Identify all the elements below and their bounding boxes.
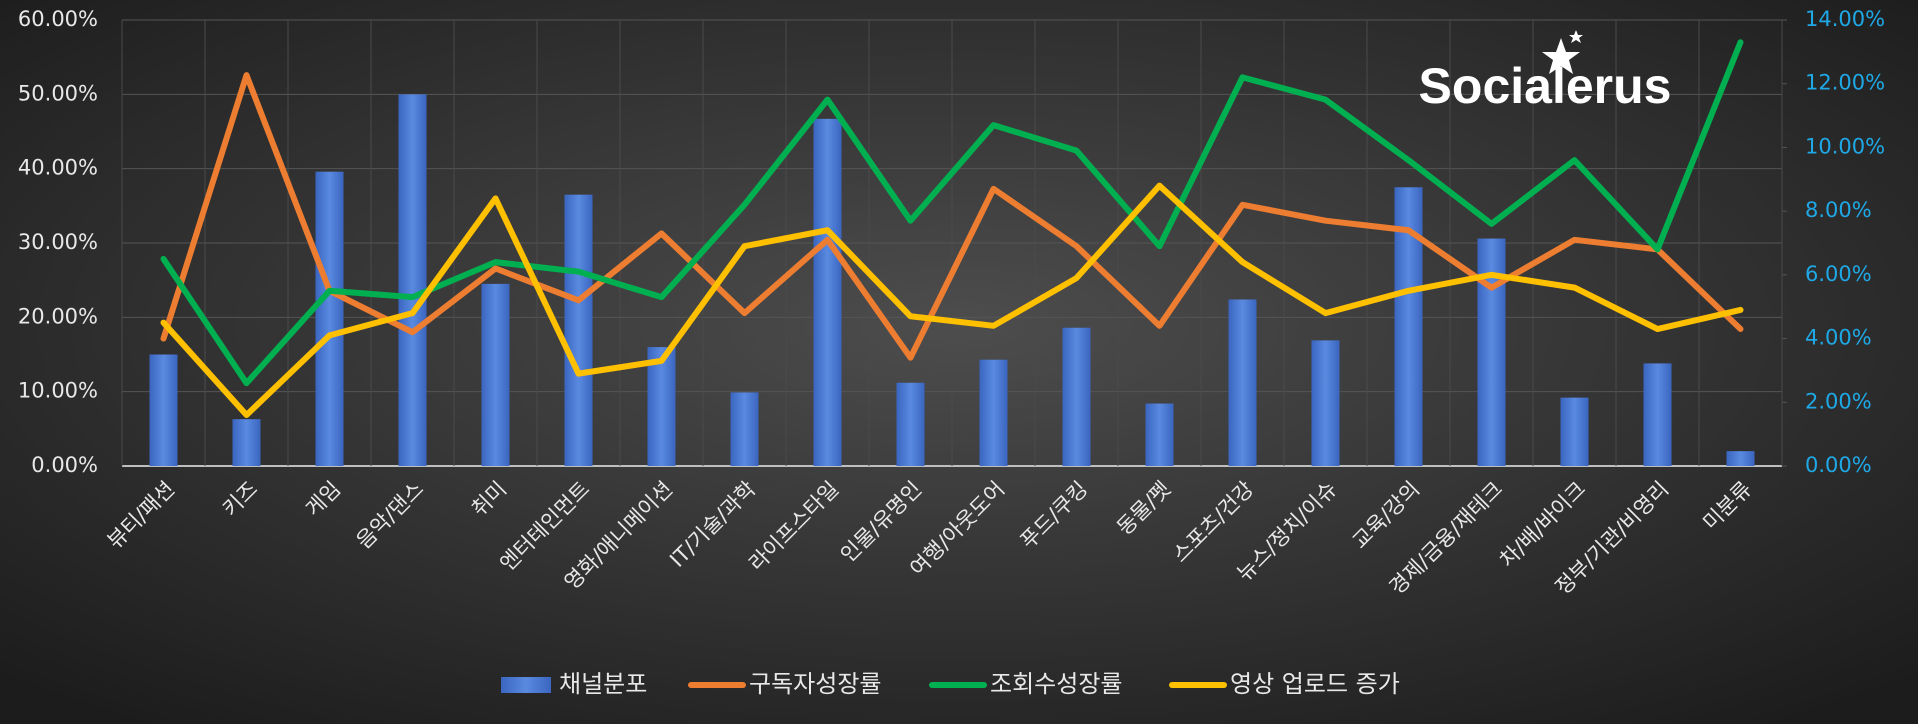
y2-tick-label: 10.00%	[1805, 134, 1885, 158]
bar	[896, 382, 925, 466]
bar	[315, 171, 344, 466]
bar	[149, 354, 178, 466]
bar	[1560, 397, 1589, 466]
legend-label: 조회수성장률	[990, 670, 1122, 698]
bar	[1643, 363, 1672, 466]
y2-tick-label: 4.00%	[1805, 326, 1872, 350]
bar	[979, 359, 1008, 466]
legend-label: 구독자성장률	[749, 670, 881, 698]
y2-tick-label: 12.00%	[1805, 71, 1885, 95]
y-tick-label: 50.00%	[18, 81, 98, 105]
bar	[1726, 451, 1755, 466]
legend-label: 영상 업로드 증가	[1230, 670, 1400, 698]
marks	[149, 39, 1755, 466]
y-tick-label: 0.00%	[31, 453, 98, 477]
y2-tick-label: 6.00%	[1805, 262, 1872, 286]
bar	[1062, 327, 1091, 466]
bar	[730, 392, 759, 466]
y2-tick-label: 8.00%	[1805, 198, 1872, 222]
bar	[1228, 299, 1257, 466]
y-tick-label: 30.00%	[18, 230, 98, 254]
y-tick-label: 40.00%	[18, 156, 98, 180]
bar	[813, 118, 842, 466]
y-tick-label: 20.00%	[18, 304, 98, 328]
bar	[481, 283, 510, 466]
legend-swatch	[501, 677, 551, 693]
logo-star-small	[1569, 30, 1583, 43]
legend-label: 채널분포	[559, 670, 647, 698]
bar	[232, 419, 261, 466]
logo: Socialerus	[1419, 30, 1672, 114]
y2-tick-label: 14.00%	[1805, 7, 1885, 31]
y2-tick-label: 0.00%	[1805, 453, 1872, 477]
bar	[1145, 403, 1174, 466]
y2-tick-label: 2.00%	[1805, 389, 1872, 413]
bar	[398, 94, 427, 466]
logo-text: Socialerus	[1419, 58, 1672, 114]
bar	[564, 194, 593, 466]
logo-star	[1542, 38, 1580, 74]
bar	[647, 347, 676, 466]
y-tick-label: 10.00%	[18, 379, 98, 403]
line	[160, 182, 1744, 419]
y-tick-label: 60.00%	[18, 7, 98, 31]
bar	[1311, 340, 1340, 466]
